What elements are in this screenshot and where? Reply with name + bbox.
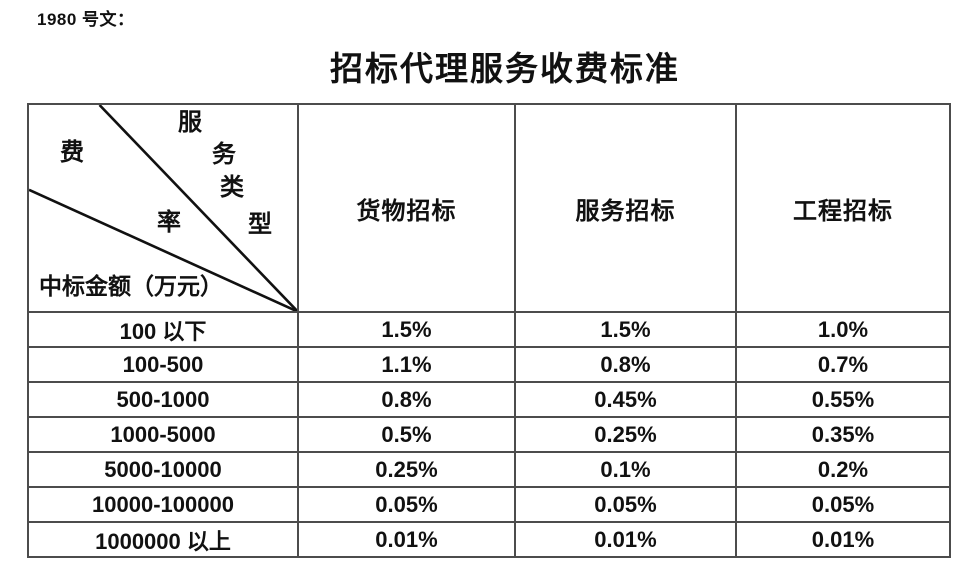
table-row: 1000000 以上 0.01% 0.01% 0.01% xyxy=(27,521,951,558)
rate-cell: 0.45% xyxy=(514,381,737,418)
rate-cell: 1.5% xyxy=(297,311,516,348)
diagonal-divider-lines xyxy=(30,106,296,310)
table-row: 500-1000 0.8% 0.45% 0.55% xyxy=(27,381,951,418)
rate-cell: 0.05% xyxy=(514,486,737,523)
rate-cell: 1.5% xyxy=(514,311,737,348)
rate-cell: 1.0% xyxy=(735,311,951,348)
header-row: 费 率 服 务 类 型 中标金额（万元） 货物招标 服务招标 工程招标 xyxy=(27,103,951,313)
rate-cell: 0.05% xyxy=(297,486,516,523)
rate-cell: 0.8% xyxy=(514,346,737,383)
rate-cell: 0.1% xyxy=(514,451,737,488)
doc-number-label: 1980 号文： xyxy=(37,10,135,29)
rate-cell: 0.25% xyxy=(297,451,516,488)
column-header-service-bidding: 服务招标 xyxy=(514,103,737,313)
corner-rate-char: 费 xyxy=(60,140,84,166)
page-title: 招标代理服务收费标准 xyxy=(330,52,680,88)
table-row: 10000-100000 0.05% 0.05% 0.05% xyxy=(27,486,951,523)
rate-cell: 0.05% xyxy=(735,486,951,523)
rate-cell: 0.01% xyxy=(735,521,951,558)
amount-range-cell: 500-1000 xyxy=(27,381,299,418)
corner-service-type-char: 务 xyxy=(212,142,236,168)
corner-amount-axis-label: 中标金额（万元） xyxy=(39,274,223,299)
fee-standard-table: 费 率 服 务 类 型 中标金额（万元） 货物招标 服务招标 工程招标 100 … xyxy=(27,103,951,558)
table-row: 1000-5000 0.5% 0.25% 0.35% xyxy=(27,416,951,453)
rate-cell: 0.7% xyxy=(735,346,951,383)
table-row: 100-500 1.1% 0.8% 0.7% xyxy=(27,346,951,383)
rate-cell: 0.5% xyxy=(297,416,516,453)
rate-cell: 0.55% xyxy=(735,381,951,418)
table-row: 100 以下 1.5% 1.5% 1.0% xyxy=(27,311,951,348)
column-header-goods-bidding: 货物招标 xyxy=(297,103,516,313)
amount-range-cell: 1000-5000 xyxy=(27,416,299,453)
corner-service-type-char: 服 xyxy=(178,110,202,136)
amount-range-cell: 1000000 以上 xyxy=(27,521,299,558)
column-header-works-bidding: 工程招标 xyxy=(735,103,951,313)
rate-cell: 0.01% xyxy=(514,521,737,558)
corner-service-type-char: 型 xyxy=(248,212,272,238)
rate-cell: 0.35% xyxy=(735,416,951,453)
rate-cell: 0.2% xyxy=(735,451,951,488)
amount-range-cell: 100 以下 xyxy=(27,311,299,348)
corner-rate-char: 率 xyxy=(157,210,181,236)
corner-service-type-char: 类 xyxy=(220,175,244,201)
amount-range-cell: 5000-10000 xyxy=(27,451,299,488)
amount-range-cell: 10000-100000 xyxy=(27,486,299,523)
rate-cell: 0.01% xyxy=(297,521,516,558)
rate-cell: 0.8% xyxy=(297,381,516,418)
amount-range-cell: 100-500 xyxy=(27,346,299,383)
corner-header-cell: 费 率 服 务 类 型 中标金额（万元） xyxy=(27,103,299,313)
table-row: 5000-10000 0.25% 0.1% 0.2% xyxy=(27,451,951,488)
rate-cell: 0.25% xyxy=(514,416,737,453)
rate-cell: 1.1% xyxy=(297,346,516,383)
